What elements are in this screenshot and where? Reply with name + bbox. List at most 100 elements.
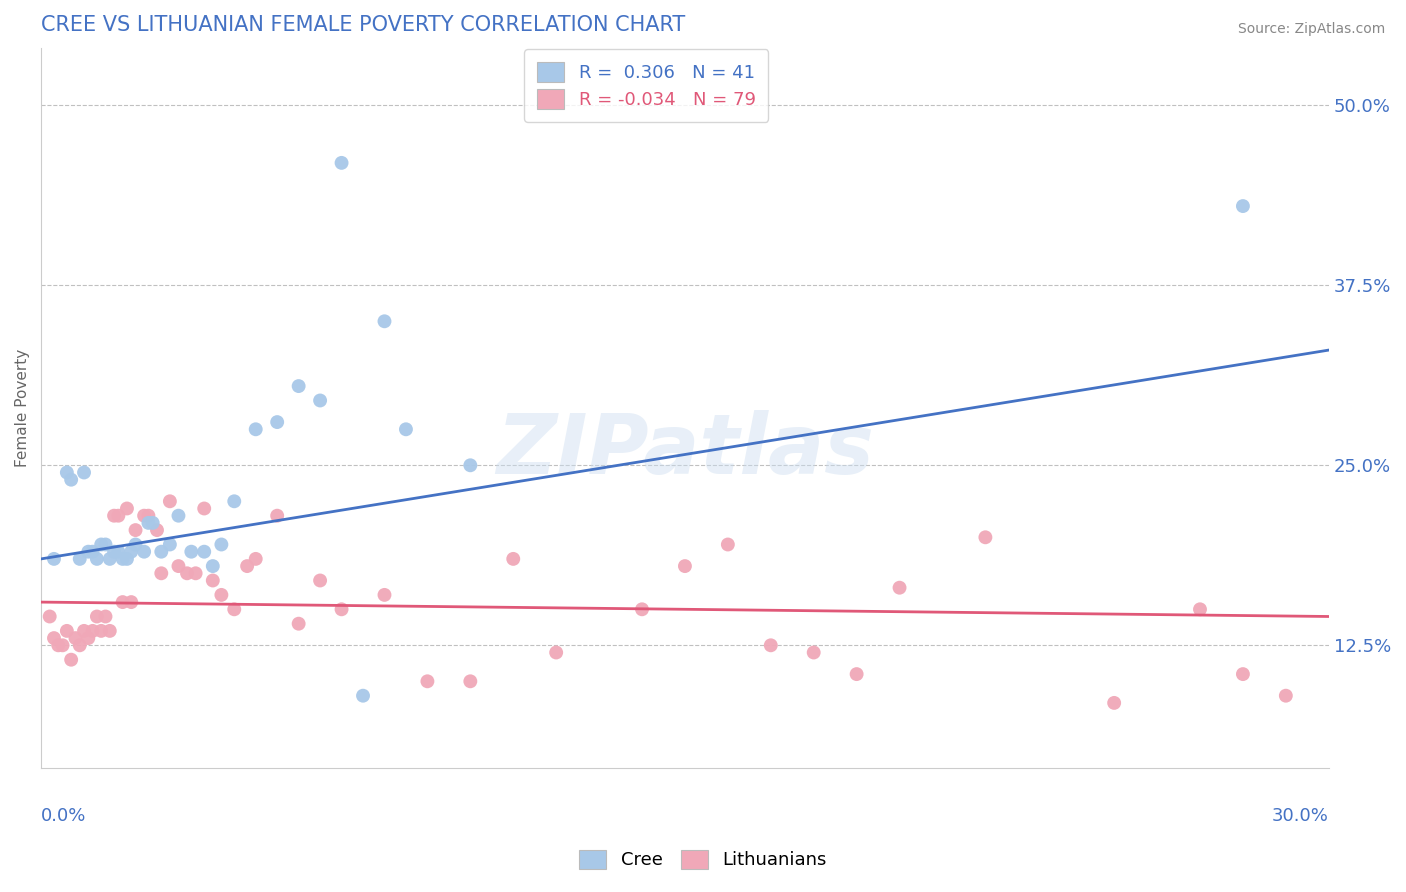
Point <box>86 552 108 566</box>
Point <box>167 559 190 574</box>
Point <box>1102 696 1125 710</box>
Point <box>38 609 60 624</box>
Point <box>111 595 134 609</box>
Point <box>502 552 524 566</box>
Point <box>42 631 65 645</box>
Legend: Cree, Lithuanians: Cree, Lithuanians <box>571 841 835 879</box>
Point <box>56 466 79 480</box>
Point <box>69 552 91 566</box>
Point <box>245 552 267 566</box>
Point <box>184 566 207 581</box>
Point <box>287 379 309 393</box>
Text: ZIPatlas: ZIPatlas <box>496 410 875 491</box>
Point <box>460 674 482 689</box>
Point <box>236 559 259 574</box>
Point <box>803 645 825 659</box>
Point <box>115 552 138 566</box>
Point <box>146 523 169 537</box>
Point <box>69 638 91 652</box>
Point <box>395 422 418 436</box>
Point <box>73 466 96 480</box>
Point <box>180 544 202 558</box>
Text: Source: ZipAtlas.com: Source: ZipAtlas.com <box>1237 22 1385 37</box>
Point <box>245 422 267 436</box>
Point <box>759 638 782 652</box>
Point <box>176 566 198 581</box>
Point <box>94 537 117 551</box>
Point <box>460 458 482 473</box>
Point <box>150 544 173 558</box>
Text: CREE VS LITHUANIAN FEMALE POVERTY CORRELATION CHART: CREE VS LITHUANIAN FEMALE POVERTY CORREL… <box>41 15 685 35</box>
Point <box>107 508 129 523</box>
Point <box>150 566 173 581</box>
Point <box>209 588 232 602</box>
Text: 0.0%: 0.0% <box>41 807 87 825</box>
Text: 30.0%: 30.0% <box>1272 807 1329 825</box>
Point <box>98 552 121 566</box>
Point <box>82 544 104 558</box>
Point <box>77 631 100 645</box>
Point <box>1275 689 1298 703</box>
Point <box>889 581 911 595</box>
Point <box>287 616 309 631</box>
Y-axis label: Female Poverty: Female Poverty <box>15 349 30 467</box>
Point <box>60 653 83 667</box>
Point <box>167 508 190 523</box>
Point <box>1188 602 1211 616</box>
Point <box>546 645 568 659</box>
Point <box>373 314 395 328</box>
Point <box>373 588 395 602</box>
Point <box>115 501 138 516</box>
Point <box>138 516 160 530</box>
Point <box>193 544 215 558</box>
Point <box>631 602 654 616</box>
Point <box>1232 199 1254 213</box>
Point <box>330 602 353 616</box>
Point <box>224 494 246 508</box>
Point <box>124 523 146 537</box>
Point <box>1232 667 1254 681</box>
Point <box>77 544 100 558</box>
Point <box>974 530 997 544</box>
Point <box>352 689 374 703</box>
Point <box>98 624 121 638</box>
Point <box>330 156 353 170</box>
Point <box>103 508 125 523</box>
Point <box>159 537 181 551</box>
Point <box>309 574 332 588</box>
Legend: R =  0.306   N = 41, R = -0.034   N = 79: R = 0.306 N = 41, R = -0.034 N = 79 <box>524 49 768 122</box>
Point <box>42 552 65 566</box>
Point <box>159 494 181 508</box>
Point <box>124 537 146 551</box>
Point <box>52 638 75 652</box>
Point <box>266 508 288 523</box>
Point <box>134 508 156 523</box>
Point <box>266 415 288 429</box>
Point <box>224 602 246 616</box>
Point <box>142 516 165 530</box>
Point <box>416 674 439 689</box>
Point <box>82 624 104 638</box>
Point <box>103 544 125 558</box>
Point <box>120 544 142 558</box>
Point <box>673 559 696 574</box>
Point <box>209 537 232 551</box>
Point <box>138 508 160 523</box>
Point <box>56 624 79 638</box>
Point <box>193 501 215 516</box>
Point <box>46 638 69 652</box>
Point <box>86 609 108 624</box>
Point <box>107 544 129 558</box>
Point <box>90 537 112 551</box>
Point <box>94 609 117 624</box>
Point <box>120 595 142 609</box>
Point <box>717 537 740 551</box>
Point <box>309 393 332 408</box>
Point <box>73 624 96 638</box>
Point <box>65 631 87 645</box>
Point <box>134 544 156 558</box>
Point <box>201 559 224 574</box>
Point <box>90 624 112 638</box>
Point <box>845 667 868 681</box>
Point <box>111 552 134 566</box>
